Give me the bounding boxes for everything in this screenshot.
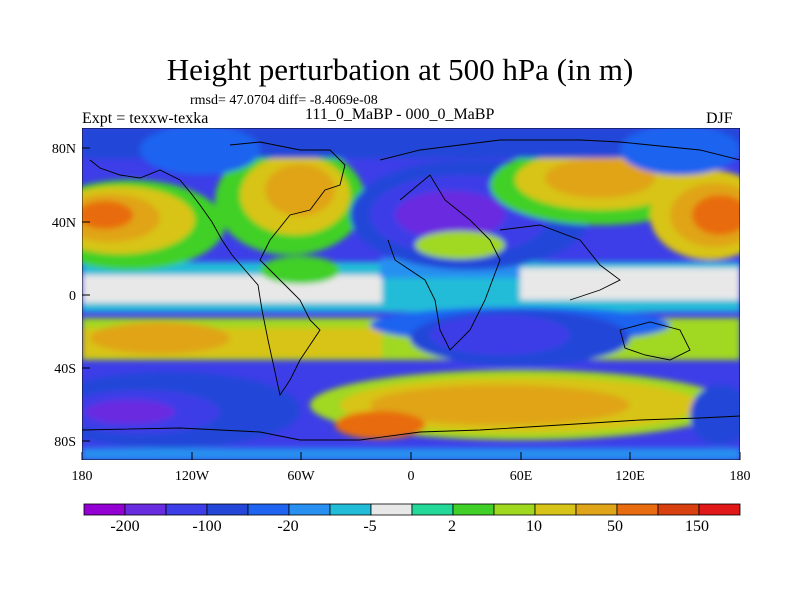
colorbar-swatch	[575, 503, 618, 516]
colorbar-label-10: 10	[526, 518, 542, 535]
colorbar-swatch	[370, 503, 413, 516]
lon-label-120w: 120W	[175, 469, 210, 484]
colorbar-swatch	[206, 503, 249, 516]
colorbar-swatch	[83, 503, 126, 516]
colorbar-swatch	[493, 503, 536, 516]
colorbar-label-neg20: -20	[277, 518, 298, 535]
colorbar-swatch	[657, 503, 700, 516]
lon-label-0: 0	[408, 469, 415, 484]
lat-label-40s: 40S	[54, 362, 76, 377]
lat-label-40n: 40N	[52, 216, 76, 231]
longitude-labels: 180 120W 60W 0 60E 120E 180	[72, 469, 751, 484]
colorbar-swatch	[288, 503, 331, 516]
colorbar-label-50: 50	[607, 518, 623, 535]
colorbar-swatch	[698, 503, 741, 516]
lon-label-60w: 60W	[287, 469, 315, 484]
colorbar-label-neg200: -200	[110, 518, 139, 535]
colorbar-label-2: 2	[448, 518, 456, 535]
colorbar-label-neg100: -100	[192, 518, 221, 535]
lon-label-120e: 120E	[615, 469, 645, 484]
colorbar-swatch	[616, 503, 659, 516]
colorbar-swatch	[452, 503, 495, 516]
colorbar-swatch	[124, 503, 167, 516]
height-field	[82, 128, 740, 460]
colorbar-swatch	[165, 503, 208, 516]
coastlines	[82, 128, 740, 460]
latitude-labels: 80N 40N 0 40S 80S	[52, 142, 76, 450]
plot-title: Height perturbation at 500 hPa (in m)	[166, 52, 634, 87]
lon-label-180w: 180	[72, 469, 93, 484]
colorbar-swatch	[247, 503, 290, 516]
lat-label-80n: 80N	[52, 142, 76, 157]
stats-line: rmsd= 47.0704 diff= -8.4069e-08	[190, 93, 378, 108]
lat-label-80s: 80S	[54, 435, 76, 450]
colorbar	[83, 503, 741, 516]
experiment-label: Expt = texxw-texka	[82, 110, 209, 127]
colorbar-label-150: 150	[685, 518, 709, 535]
lon-label-180e: 180	[730, 469, 751, 484]
axis-ticks	[81, 147, 741, 460]
colorbar-label-neg5: -5	[363, 518, 376, 535]
period-label: 111_0_MaBP - 000_0_MaBP	[305, 106, 495, 123]
colorbar-labels: -200 -100 -20 -5 2 10 50 150	[110, 518, 709, 535]
lon-label-60e: 60E	[510, 469, 533, 484]
lat-label-0: 0	[69, 289, 76, 304]
colorbar-swatch	[411, 503, 454, 516]
colorbar-swatch	[534, 503, 577, 516]
season-label: DJF	[706, 110, 733, 127]
colorbar-swatch	[329, 503, 372, 516]
